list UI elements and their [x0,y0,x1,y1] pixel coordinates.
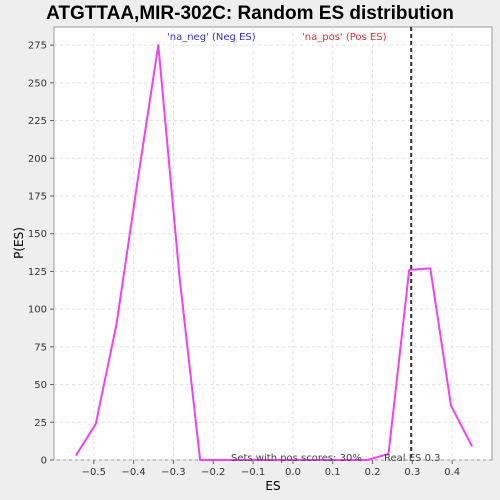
y-tick-label: 0 [41,456,47,467]
series-layer [75,44,473,461]
x-tick-label: 0.2 [365,467,381,478]
y-tick-label: 250 [28,78,47,89]
x-tick-label: −0.3 [161,467,185,478]
x-tick-label: 0.4 [444,467,460,478]
x-tick-label: −0.4 [121,467,145,478]
pos-scores-annotation: Sets with pos scores: 30% [231,453,362,464]
plot-area [53,26,493,461]
y-tick-label: 100 [28,305,47,316]
x-tick-label: −0.2 [201,467,225,478]
y-tick-label: 25 [34,418,47,429]
legend-pos-es: 'na_pos' (Pos ES) [302,32,387,43]
x-tick-label: 0.0 [285,467,301,478]
x-tick-label: −0.5 [82,467,106,478]
x-tick-label: 0.3 [404,467,420,478]
y-tick-label: 200 [28,154,47,165]
y-tick-label: 225 [28,116,47,127]
y-axis-ticks: 0 25 50 75 100 125 150 175 200 225 250 275 [28,41,54,467]
x-tick-label: −0.1 [241,467,265,478]
y-tick-label: 50 [34,380,47,391]
y-tick-label: 75 [34,342,47,353]
x-axis-label: ES [265,479,280,493]
y-tick-label: 275 [28,41,47,52]
x-axis-ticks: −0.5 −0.4 −0.3 −0.2 −0.1 0.0 0.1 0.2 0.3 0.4 [82,460,460,478]
y-tick-label: 150 [28,229,47,240]
y-tick-label: 125 [28,267,47,278]
chart-title: ATGTTAA,MIR-302C: Random ES distribution [46,3,454,24]
series-line [75,44,473,461]
y-axis-label: P(ES) [12,227,26,259]
y-tick-label: 175 [28,191,47,202]
x-tick-label: 0.1 [325,467,341,478]
legend-neg-es: 'na_neg' (Neg ES) [167,32,256,43]
grid-lines [54,27,492,461]
real-es-label: Real ES 0.3 [384,453,440,464]
